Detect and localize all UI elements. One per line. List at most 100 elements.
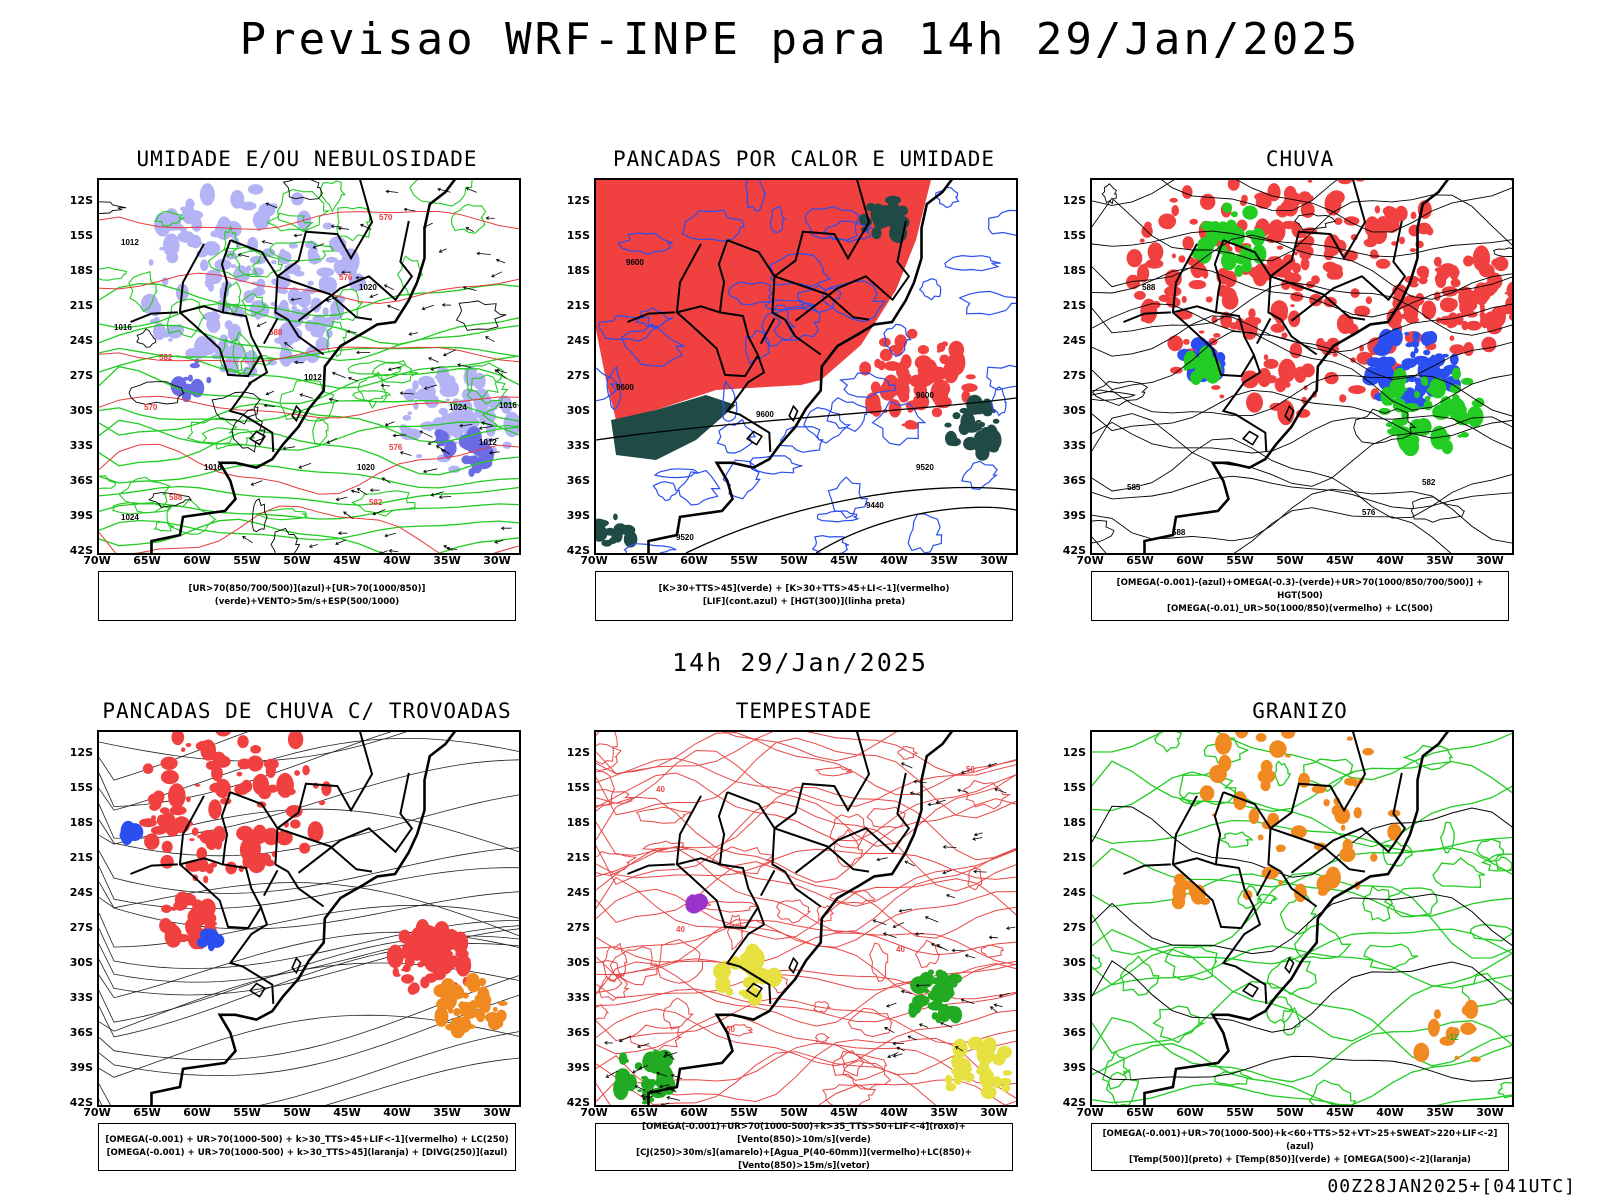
field-cell [183, 934, 188, 940]
field-cell [467, 978, 481, 993]
field-cell [189, 838, 195, 842]
contour-loop [1469, 924, 1512, 942]
field-cell [1218, 754, 1232, 772]
field-cell [985, 424, 998, 444]
contour-loop [1105, 1068, 1140, 1105]
contour-loop [1274, 760, 1292, 787]
longitude-tick-label: 40W [1376, 1106, 1404, 1119]
contour-line [1092, 948, 1512, 1042]
wind-vector [465, 187, 477, 193]
field-cell [448, 418, 462, 437]
field-cell [1290, 291, 1304, 302]
field-cell [185, 743, 192, 747]
field-cell [930, 386, 941, 400]
wind-vector [485, 336, 495, 343]
field-cell [1346, 736, 1353, 741]
latitude-tick-label: 33S [1062, 991, 1086, 1004]
longitude-tick-label: 65W [1126, 1106, 1154, 1119]
field-cell [1266, 256, 1280, 269]
contour-line [99, 503, 519, 520]
contour-loop [944, 254, 1001, 272]
contour-loop [1476, 838, 1505, 863]
contour-line [1092, 331, 1512, 411]
field-cell [1463, 255, 1474, 267]
field-cell [1436, 264, 1449, 282]
wind-vector [423, 384, 438, 390]
streamline [99, 881, 519, 930]
border-line [1290, 827, 1390, 874]
field-cell [637, 1089, 643, 1092]
wind-vector [993, 1003, 1003, 1008]
contour-label: 9520 [676, 533, 694, 542]
field-cell [1289, 342, 1303, 359]
field-cell [943, 1005, 960, 1016]
field-cell [185, 198, 195, 210]
field-cell [1183, 350, 1197, 370]
field-cell [325, 329, 333, 338]
forecast-map: 1012 1016 1020 1024 1012 1016 1020 1024 1012 1016… [97, 178, 521, 555]
contour-loop [606, 365, 623, 411]
field-cell [1173, 873, 1186, 886]
latitude-tick-label: 36S [69, 474, 93, 487]
longitude-tick-label: 45W [333, 1106, 361, 1119]
contour-label: 576 [1362, 508, 1376, 517]
border-line [1123, 311, 1171, 323]
wind-vector [488, 450, 500, 455]
field-cell [183, 376, 189, 381]
wind-vector [359, 223, 372, 230]
streamline [99, 1031, 519, 1105]
field-cell [160, 854, 174, 869]
contour-line [1092, 960, 1512, 1033]
border-line [676, 305, 721, 314]
latitude-tick-label: 18S [69, 816, 93, 829]
wind-vector [904, 860, 915, 867]
field-cell [900, 359, 909, 366]
latitude-tick-label: 39S [566, 509, 590, 522]
wind-vector [990, 1006, 998, 1013]
border-line [229, 239, 373, 321]
field-cell [1257, 768, 1276, 784]
field-cell [1374, 205, 1381, 214]
longitude-tick-label: 50W [1276, 1106, 1304, 1119]
field-cell [1294, 883, 1307, 903]
contour-loop [813, 1001, 831, 1013]
wind-vector [299, 393, 313, 399]
contour-loop [816, 510, 860, 523]
wind-vector [403, 207, 416, 212]
longitude-tick-label: 55W [233, 1106, 261, 1119]
field-cell [1251, 271, 1260, 279]
field-cell [271, 260, 277, 265]
field-cell [279, 248, 286, 256]
wind-vector [936, 944, 949, 952]
field-cell [403, 388, 418, 401]
field-cell [1227, 180, 1240, 191]
field-cell [256, 226, 262, 232]
field-cell [618, 1052, 628, 1065]
wind-vector [459, 423, 473, 428]
latitude-tick-label: 15S [1062, 229, 1086, 242]
wind-vector [237, 253, 250, 258]
field-cell [191, 217, 203, 232]
field-cell [310, 327, 321, 338]
border-line [1222, 239, 1366, 321]
wind-vector [638, 1065, 649, 1070]
wind-vector [383, 284, 395, 291]
field-cell [258, 853, 271, 863]
contour-loop [967, 866, 983, 891]
field-cell [414, 391, 426, 400]
field-cell [1257, 834, 1264, 841]
wind-vector [927, 802, 941, 807]
contour-label: 50 [966, 765, 975, 774]
panel-title: TEMPESTADE [735, 699, 873, 723]
border-line [891, 772, 911, 853]
wind-vector [379, 550, 388, 553]
contour-line [1092, 1016, 1512, 1083]
field-cell [1449, 384, 1462, 394]
longitude-tick-label: 65W [133, 554, 161, 567]
contour-label: 50 [726, 1025, 735, 1034]
contour-loop [635, 806, 692, 824]
contour-loop [99, 475, 117, 490]
forecast-map: -12 [1090, 730, 1514, 1107]
field-cell [1478, 263, 1495, 278]
field-cell [213, 755, 231, 768]
